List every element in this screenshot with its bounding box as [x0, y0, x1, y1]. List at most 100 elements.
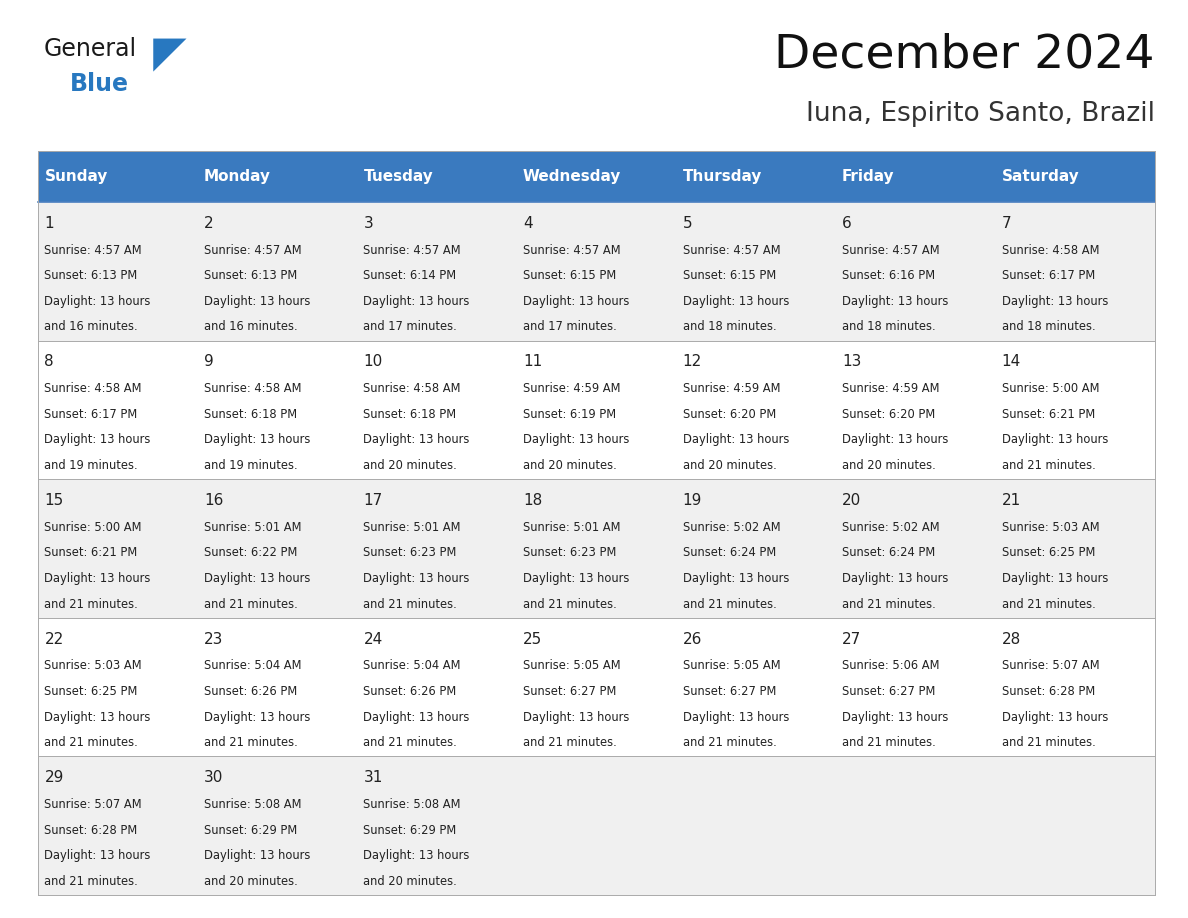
Text: and 19 minutes.: and 19 minutes.	[204, 459, 297, 472]
Text: 18: 18	[523, 493, 542, 508]
Text: Sunrise: 5:01 AM: Sunrise: 5:01 AM	[523, 521, 620, 533]
Text: Sunrise: 5:05 AM: Sunrise: 5:05 AM	[683, 659, 781, 672]
Text: 26: 26	[683, 632, 702, 646]
Text: Daylight: 13 hours: Daylight: 13 hours	[364, 711, 469, 723]
Text: Daylight: 13 hours: Daylight: 13 hours	[1001, 433, 1108, 446]
Text: Sunset: 6:21 PM: Sunset: 6:21 PM	[44, 546, 138, 559]
Bar	[38, 618, 1155, 756]
Text: and 20 minutes.: and 20 minutes.	[842, 459, 936, 472]
Text: 16: 16	[204, 493, 223, 508]
Text: 17: 17	[364, 493, 383, 508]
Text: 21: 21	[1001, 493, 1020, 508]
Text: 22: 22	[44, 632, 64, 646]
Text: Sunrise: 5:08 AM: Sunrise: 5:08 AM	[204, 798, 302, 811]
Text: Daylight: 13 hours: Daylight: 13 hours	[364, 295, 469, 308]
Text: Sunrise: 5:00 AM: Sunrise: 5:00 AM	[44, 521, 141, 533]
Text: 28: 28	[1001, 632, 1020, 646]
Text: Sunrise: 5:00 AM: Sunrise: 5:00 AM	[1001, 382, 1099, 395]
Text: Daylight: 13 hours: Daylight: 13 hours	[364, 433, 469, 446]
Text: Daylight: 13 hours: Daylight: 13 hours	[44, 711, 151, 723]
Text: 15: 15	[44, 493, 64, 508]
Text: Sunset: 6:13 PM: Sunset: 6:13 PM	[204, 269, 297, 282]
Bar	[38, 756, 1155, 895]
Text: Daylight: 13 hours: Daylight: 13 hours	[44, 572, 151, 585]
Text: 6: 6	[842, 216, 852, 230]
Text: Daylight: 13 hours: Daylight: 13 hours	[204, 572, 310, 585]
Text: December 2024: December 2024	[775, 32, 1155, 77]
Text: Daylight: 13 hours: Daylight: 13 hours	[364, 849, 469, 862]
Text: and 21 minutes.: and 21 minutes.	[44, 875, 138, 888]
Text: Sunset: 6:29 PM: Sunset: 6:29 PM	[364, 823, 456, 836]
Text: Daylight: 13 hours: Daylight: 13 hours	[1001, 572, 1108, 585]
Text: Daylight: 13 hours: Daylight: 13 hours	[683, 572, 789, 585]
Text: and 21 minutes.: and 21 minutes.	[683, 598, 776, 610]
Text: and 16 minutes.: and 16 minutes.	[204, 320, 297, 333]
Text: and 21 minutes.: and 21 minutes.	[1001, 598, 1095, 610]
Text: and 21 minutes.: and 21 minutes.	[364, 598, 457, 610]
Text: 2: 2	[204, 216, 214, 230]
Text: and 21 minutes.: and 21 minutes.	[1001, 736, 1095, 749]
Text: Daylight: 13 hours: Daylight: 13 hours	[1001, 295, 1108, 308]
Text: Daylight: 13 hours: Daylight: 13 hours	[683, 433, 789, 446]
Text: 1: 1	[44, 216, 53, 230]
Text: Daylight: 13 hours: Daylight: 13 hours	[204, 295, 310, 308]
Text: Sunset: 6:23 PM: Sunset: 6:23 PM	[523, 546, 617, 559]
Text: Wednesday: Wednesday	[523, 169, 621, 185]
Text: Sunset: 6:22 PM: Sunset: 6:22 PM	[204, 546, 297, 559]
Text: Monday: Monday	[204, 169, 271, 185]
Text: Sunrise: 4:59 AM: Sunrise: 4:59 AM	[523, 382, 620, 395]
Text: and 21 minutes.: and 21 minutes.	[364, 736, 457, 749]
Text: Sunset: 6:25 PM: Sunset: 6:25 PM	[1001, 546, 1095, 559]
Text: and 17 minutes.: and 17 minutes.	[523, 320, 617, 333]
Text: Sunrise: 5:06 AM: Sunrise: 5:06 AM	[842, 659, 940, 672]
Text: Sunset: 6:15 PM: Sunset: 6:15 PM	[523, 269, 617, 282]
Text: Sunrise: 5:01 AM: Sunrise: 5:01 AM	[204, 521, 302, 533]
Bar	[38, 151, 1155, 202]
Text: Sunrise: 4:59 AM: Sunrise: 4:59 AM	[842, 382, 940, 395]
Text: Daylight: 13 hours: Daylight: 13 hours	[683, 711, 789, 723]
Text: 31: 31	[364, 770, 383, 785]
Text: and 21 minutes.: and 21 minutes.	[683, 736, 776, 749]
Text: 11: 11	[523, 354, 542, 369]
Text: Sunrise: 5:04 AM: Sunrise: 5:04 AM	[364, 659, 461, 672]
Text: 10: 10	[364, 354, 383, 369]
Text: Daylight: 13 hours: Daylight: 13 hours	[842, 572, 948, 585]
Text: 19: 19	[683, 493, 702, 508]
Text: and 21 minutes.: and 21 minutes.	[523, 598, 617, 610]
Text: Sunset: 6:20 PM: Sunset: 6:20 PM	[842, 408, 935, 420]
Text: Sunrise: 5:02 AM: Sunrise: 5:02 AM	[683, 521, 781, 533]
Text: Sunset: 6:20 PM: Sunset: 6:20 PM	[683, 408, 776, 420]
Text: Sunset: 6:17 PM: Sunset: 6:17 PM	[44, 408, 138, 420]
Text: Sunset: 6:26 PM: Sunset: 6:26 PM	[204, 685, 297, 698]
Text: 13: 13	[842, 354, 861, 369]
Text: Daylight: 13 hours: Daylight: 13 hours	[204, 433, 310, 446]
Text: Sunrise: 5:07 AM: Sunrise: 5:07 AM	[44, 798, 143, 811]
Text: 30: 30	[204, 770, 223, 785]
Text: Sunset: 6:13 PM: Sunset: 6:13 PM	[44, 269, 138, 282]
Text: Sunset: 6:27 PM: Sunset: 6:27 PM	[842, 685, 935, 698]
Text: Daylight: 13 hours: Daylight: 13 hours	[1001, 711, 1108, 723]
Text: and 19 minutes.: and 19 minutes.	[44, 459, 138, 472]
Text: and 18 minutes.: and 18 minutes.	[842, 320, 936, 333]
Text: Daylight: 13 hours: Daylight: 13 hours	[523, 295, 630, 308]
Text: 12: 12	[683, 354, 702, 369]
Text: Sunrise: 5:02 AM: Sunrise: 5:02 AM	[842, 521, 940, 533]
Text: Daylight: 13 hours: Daylight: 13 hours	[204, 849, 310, 862]
Text: Sunset: 6:24 PM: Sunset: 6:24 PM	[683, 546, 776, 559]
Text: and 20 minutes.: and 20 minutes.	[523, 459, 617, 472]
Text: Sunday: Sunday	[44, 169, 108, 185]
Text: Sunset: 6:27 PM: Sunset: 6:27 PM	[523, 685, 617, 698]
Text: 29: 29	[44, 770, 64, 785]
Text: Sunrise: 5:01 AM: Sunrise: 5:01 AM	[364, 521, 461, 533]
Text: Sunrise: 4:58 AM: Sunrise: 4:58 AM	[204, 382, 302, 395]
Text: Daylight: 13 hours: Daylight: 13 hours	[842, 711, 948, 723]
Text: Sunrise: 5:04 AM: Sunrise: 5:04 AM	[204, 659, 302, 672]
Polygon shape	[153, 39, 187, 72]
Text: and 17 minutes.: and 17 minutes.	[364, 320, 457, 333]
Text: and 21 minutes.: and 21 minutes.	[842, 598, 936, 610]
Text: 14: 14	[1001, 354, 1020, 369]
Text: Sunset: 6:17 PM: Sunset: 6:17 PM	[1001, 269, 1095, 282]
Text: and 20 minutes.: and 20 minutes.	[683, 459, 776, 472]
Text: Sunrise: 4:57 AM: Sunrise: 4:57 AM	[523, 243, 620, 256]
Text: Sunset: 6:26 PM: Sunset: 6:26 PM	[364, 685, 456, 698]
